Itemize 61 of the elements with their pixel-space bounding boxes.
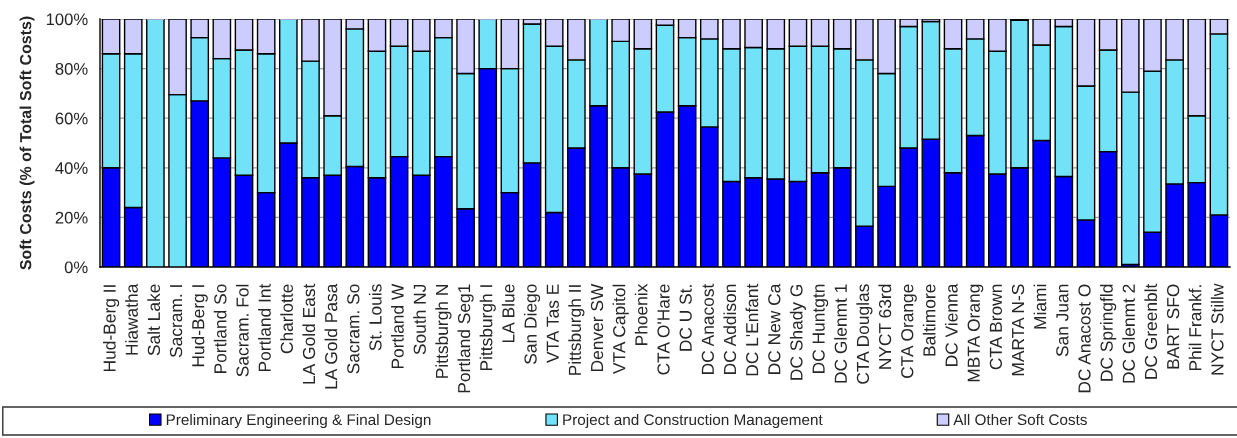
x-tick-label: San Juan	[1056, 284, 1069, 357]
x-tick-label: San Diego	[523, 284, 541, 364]
x-tick-label: DC Vienna	[944, 283, 958, 366]
x-tick-label: DC Greenblt	[1144, 283, 1158, 379]
x-tick-label: MBTA Orang	[967, 284, 984, 382]
y-tick-label: 100%	[46, 13, 88, 26]
x-tick-label: Sacram. Fol	[235, 284, 249, 377]
x-tick-label: VTA Tas E	[546, 284, 559, 364]
x-tick-label: Sacram. So	[347, 284, 360, 374]
x-tick-label: Baltimore	[922, 284, 936, 356]
x-tick-label: DC Huntgtn	[812, 284, 829, 373]
x-tick-label: Salt Lake	[147, 284, 161, 356]
x-tick-label: Hud-Berg I	[191, 285, 208, 367]
x-tick-label: Pittsburgh N	[435, 285, 452, 378]
x-tick-label: Charlotte	[280, 284, 293, 354]
x-tick-label: Denver SW	[590, 283, 604, 371]
legend-label: All Other Soft Costs	[953, 413, 1087, 426]
x-tick-label: Pittsburgh I	[479, 285, 496, 371]
x-tick-label: NYCT 63rd	[878, 284, 892, 369]
x-tick-label: DC Springfld	[1100, 284, 1117, 381]
x-tick-label: CTA Orange	[901, 284, 917, 378]
x-tick-label: LA Gold East	[302, 283, 316, 384]
x-tick-label: NYCT Stillw	[1210, 283, 1224, 375]
x-tick-label: DC Shady G	[789, 284, 807, 380]
x-tick-label: Portland Int	[258, 283, 271, 372]
x-tick-label: DC Glenmt 1	[834, 284, 847, 383]
x-tick-label: Portland Seg1	[457, 284, 474, 393]
x-tick-label: Hud-Berg II	[102, 285, 120, 372]
x-tick-label: DC Glenmt 2	[1122, 284, 1135, 383]
x-tick-label: DC U St.	[679, 285, 692, 351]
legend-label: Project and Construction Management	[563, 413, 823, 429]
x-tick-label: Hiawatha	[125, 283, 138, 355]
x-tick-label: LA Gold Pasa	[324, 283, 338, 389]
x-tick-label: Portland So	[213, 284, 227, 373]
x-tick-label: CTA Douglas	[856, 284, 873, 384]
x-tick-label: Phoenix	[634, 283, 648, 345]
x-tick-label: Phil Frankf.	[1188, 285, 1202, 371]
x-tick-label: DC Addison	[723, 284, 737, 374]
x-tick-label: St. Louis	[368, 284, 382, 351]
x-tick-label: BART SFO	[1166, 284, 1180, 369]
x-tick-label: Pittsburgh II	[568, 285, 585, 375]
y-tick-label: 60%	[55, 112, 88, 125]
y-tick-label: 80%	[55, 63, 88, 75]
x-tick-label: South NJ	[413, 284, 426, 355]
x-tick-label: LA Blue	[501, 284, 515, 343]
x-tick-label: DC Anacost	[701, 283, 714, 374]
legend-label: Preliminary Engineering & Final Design	[166, 413, 431, 429]
x-tick-label: Sacram. I	[169, 285, 183, 358]
x-tick-label: MARTA N-S	[1011, 284, 1025, 376]
x-tick-label: DC New Ca	[768, 283, 781, 374]
y-tick-label: 40%	[55, 162, 88, 174]
y-axis-title: Soft Costs (% of Total Soft Costs)	[19, 16, 35, 270]
x-tick-label: DC Anacost O	[1078, 284, 1091, 393]
x-tick-label: CTA Brown	[989, 284, 1003, 370]
y-tick-label: 20%	[55, 211, 88, 224]
x-tick-label: Portland W	[391, 283, 404, 369]
x-tick-label: Miami	[1033, 284, 1047, 329]
x-tick-label: CTA O'Hare	[657, 284, 670, 375]
x-tick-label: DC L'Enfant	[745, 283, 759, 376]
y-tick-label: 0%	[64, 261, 88, 274]
x-tick-label: VTA Capitol	[612, 284, 629, 374]
